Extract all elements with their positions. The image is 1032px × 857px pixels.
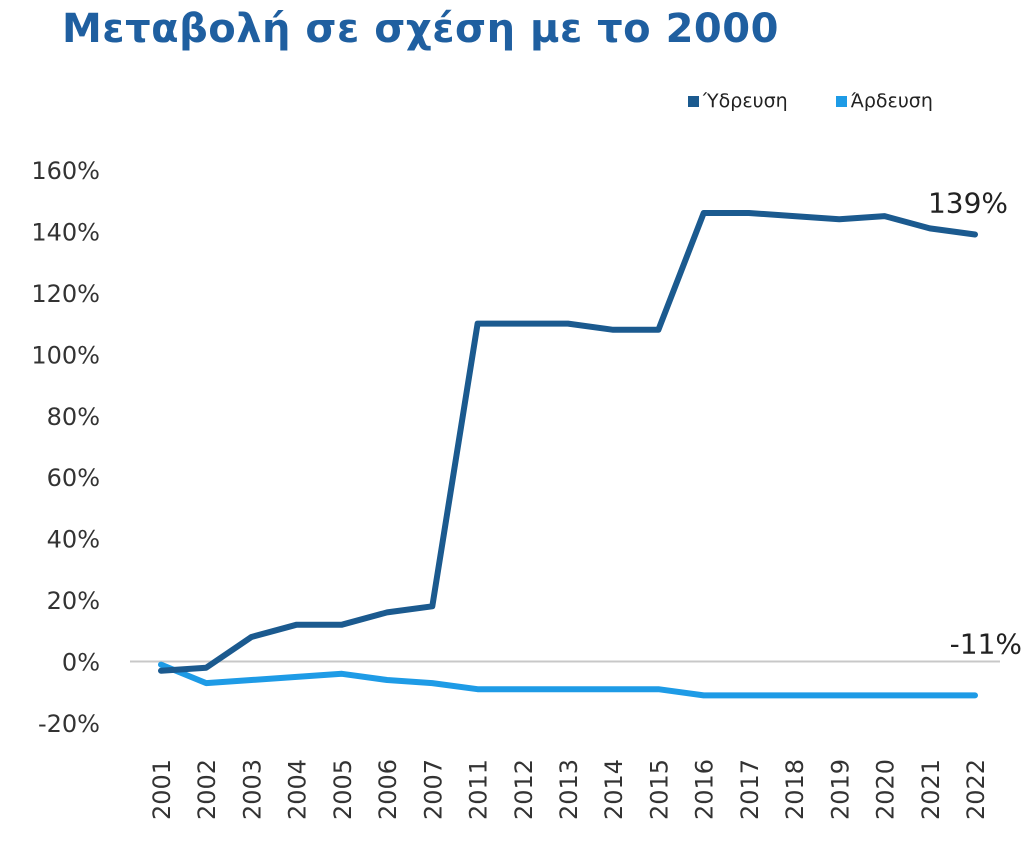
x-tick-label: 2018 (781, 759, 809, 820)
x-tick-label: 2015 (645, 759, 673, 820)
legend-item-ardeusi: Άρδευση (835, 90, 933, 112)
x-tick-label: 2001 (148, 759, 176, 820)
x-tick-label: 2007 (419, 759, 447, 820)
y-tick-label: 140% (31, 218, 100, 246)
x-tick-label: 2012 (510, 759, 538, 820)
legend: Ύδρευση Άρδευση (688, 90, 933, 112)
y-tick-label: -20% (38, 710, 100, 738)
x-tick-label: 2017 (736, 759, 764, 820)
y-tick-label: 40% (47, 526, 100, 554)
x-tick-label: 2022 (962, 759, 990, 820)
x-tick-label: 2004 (284, 759, 312, 820)
y-tick-label: 80% (47, 403, 100, 431)
y-tick-label: 120% (31, 280, 100, 308)
y-tick-label: 100% (31, 341, 100, 369)
series-line-ydreusi (158, 210, 978, 674)
x-tick-label: 2014 (600, 759, 628, 820)
y-tick-label: 20% (47, 587, 100, 615)
y-tick-label: 160% (31, 157, 100, 185)
y-tick-label: 60% (47, 464, 100, 492)
x-tick-label: 2019 (826, 759, 854, 820)
x-tick-label: 2003 (238, 759, 266, 820)
legend-label-ydreusi: Ύδρευση (703, 90, 788, 112)
legend-swatch-ydreusi (688, 95, 699, 107)
legend-swatch-ardeusi (835, 95, 847, 107)
series-line-ardeusi (158, 661, 978, 699)
x-tick-label: 2002 (193, 759, 221, 820)
data-label-ydreusi-end: 139% (928, 187, 1008, 220)
x-tick-label: 2016 (691, 759, 719, 820)
data-label-ardeusi-end: -11% (950, 628, 1022, 661)
x-tick-label: 2005 (329, 759, 357, 820)
x-tick-label: 2006 (374, 759, 402, 820)
legend-item-ydreusi: Ύδρευση (688, 90, 788, 112)
y-tick-label: 0% (62, 649, 100, 677)
x-tick-label: 2020 (872, 759, 900, 820)
chart-title: Μεταβολή σε σχέση με το 2000 (62, 6, 779, 52)
x-tick-label: 2013 (555, 759, 583, 820)
x-tick-label: 2011 (465, 759, 493, 820)
legend-label-ardeusi: Άρδευση (850, 90, 933, 112)
x-tick-label: 2021 (917, 759, 945, 820)
